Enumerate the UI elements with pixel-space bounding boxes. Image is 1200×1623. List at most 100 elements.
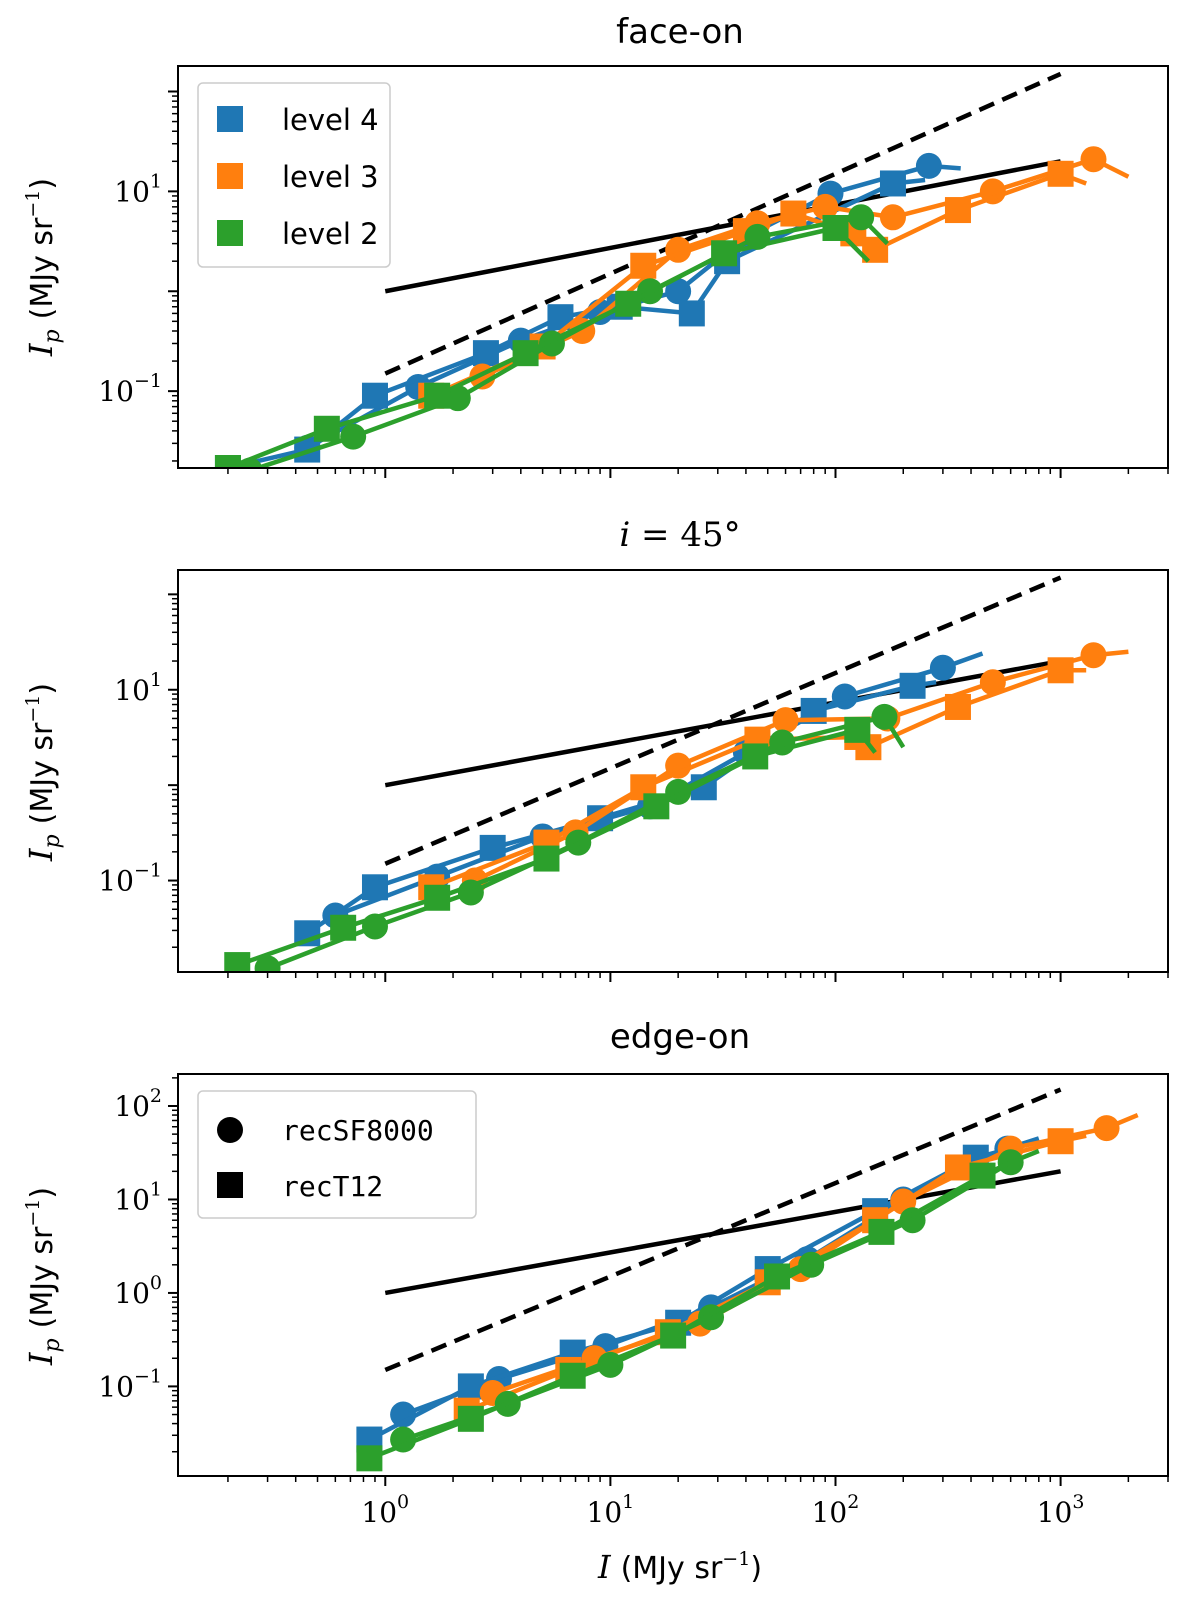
data-point-circle [879,204,906,231]
data-point-square [533,845,560,872]
y-ticks: 101 10−1 [98,593,178,948]
legend-marker-square [217,1172,243,1198]
axes-frame [177,1073,1169,1477]
data-point-circle [848,204,875,231]
y-axis-label: Ip(MJy sr−1) [22,683,65,862]
data-point-square [472,340,499,367]
x-tick-label: 101 [587,1491,635,1529]
reference-line-dashed [384,575,1062,866]
data-point-circle [254,955,281,972]
svg-text:I(MJy sr−1): I (MJy sr−1) [597,1548,762,1586]
y-ticks: 102 101 100 10−1 [98,1077,178,1453]
data-point-square [969,1162,996,1189]
reference-line-dashed [384,71,1062,376]
data-point-circle [899,1207,926,1234]
legend-label-level-3: level 3 [282,160,379,194]
y-axis-sub: p [40,329,65,343]
svg-text:Ip(MJy sr−1): Ip(MJy sr−1) [22,1187,65,1366]
data-point-square [944,693,971,720]
svg-text:Ip(MJy sr−1): Ip(MJy sr−1) [22,178,65,357]
plot-layer [224,575,1129,972]
data-point-square [356,1445,383,1472]
axes-frame [177,569,1169,973]
data-point-square [512,340,539,367]
series-line [227,225,870,468]
data-point-square [660,1322,687,1349]
data-point-square [424,382,451,409]
y-axis-label: Ip(MJy sr−1) [22,178,65,357]
legend-label-level-2: level 2 [282,217,379,251]
y-tick-label: 10−1 [98,860,162,898]
legend-swatch-level-3 [217,163,243,189]
legend-swatch-level-4 [217,106,243,132]
data-point-square [844,716,871,743]
data-point-square [678,300,705,327]
data-point-square [868,1218,895,1245]
y-axis-unit: (MJy sr [25,722,60,824]
series-line [481,156,1130,379]
plot-layer [356,1087,1139,1472]
svg-text:Ip(MJy sr−1): Ip(MJy sr−1) [22,683,65,862]
data-point-circle [772,707,799,734]
series-line [236,727,877,968]
data-point-square [899,672,926,699]
data-point-circle [1080,146,1107,173]
data-point-square [479,834,506,861]
x-tick-label: 103 [1037,1491,1085,1529]
data-point-square [742,743,769,770]
data-point-square [424,884,451,911]
panel-title: face-on [616,12,744,52]
data-point-circle [979,669,1006,696]
y-ticks: 101 10−1 [98,90,178,462]
reference-line-solid [384,658,1062,788]
data-point-circle [915,152,942,179]
data-point-square [711,240,738,267]
y-axis-var: I [22,1351,60,1366]
y-axis-sub: p [40,834,65,848]
data-point-square [457,1405,484,1432]
data-point-square [313,415,340,442]
data-point-square [944,1154,971,1181]
y-axis-sub: p [40,1338,65,1352]
data-point-square [780,200,807,227]
legend-marker-circle [217,1117,243,1143]
plot-area [224,575,1129,972]
data-point-square [1047,160,1074,187]
x-axis-unit: (MJy sr [621,1551,723,1586]
data-point-square [764,1263,791,1290]
legend-box [197,82,391,268]
data-point-circle [812,193,839,220]
y-axis-var: I [22,847,60,862]
legend-runs: recSF8000 recT12 [197,1090,477,1219]
data-point-square [630,252,657,279]
data-point-square [1047,657,1074,684]
x-ticks [227,972,1169,982]
y-axis-var: I [22,342,60,357]
data-point-square [457,1373,484,1400]
series-line [368,1160,1012,1461]
x-ticks: 100 101 102 103 [227,1476,1169,1529]
data-point-square [643,793,670,820]
panel-edge-on: edge-on 102 101 100 10−1 100 101 102 103 Ip (MJ… [22,1017,1169,1586]
y-tick-label: 102 [114,1085,162,1123]
y-axis-label: Ip(MJy sr−1) [22,1187,65,1366]
data-point-circle [1080,642,1107,669]
data-point-circle [665,278,692,305]
data-point-circle [444,385,471,412]
title-rest: = 45° [630,515,740,555]
y-tick-label: 10−1 [98,1365,162,1403]
plot-layer [214,71,1130,468]
panel-title: i = 45° [619,515,740,555]
data-point-square [944,197,971,224]
data-point-square [822,214,849,241]
y-axis-unit: (MJy sr [25,217,60,319]
axes-frame [177,65,1169,469]
title-var: i [619,515,630,555]
data-point-square [214,455,241,468]
data-point-square [559,1362,586,1389]
data-point-square [224,952,251,972]
legend-label-level-4: level 4 [282,103,379,137]
data-point-circle [1093,1115,1120,1142]
